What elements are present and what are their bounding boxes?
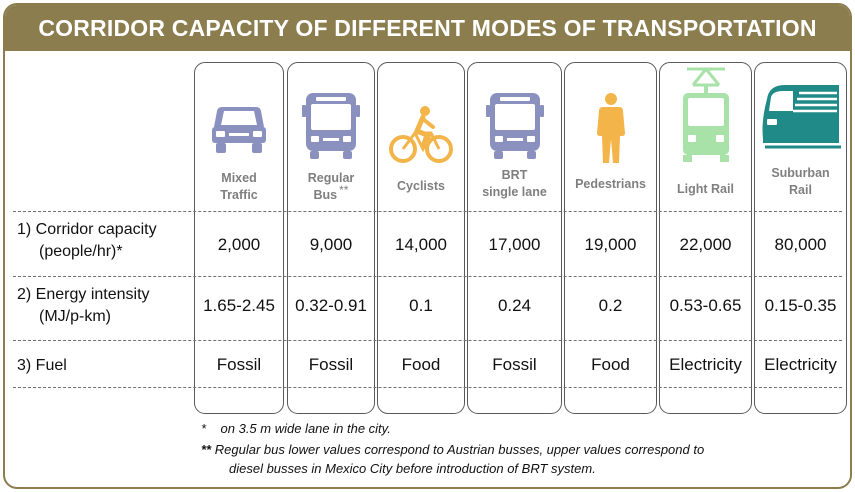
pedestrian-icon — [565, 63, 656, 163]
mode-label-line2: Traffic — [220, 188, 258, 202]
cell-fuel-light-rail: Electricity — [669, 355, 742, 374]
footnote-2: ** Regular bus lower values correspond t… — [201, 442, 705, 457]
bus-icon — [288, 63, 374, 163]
cell-capacity-mixed-traffic: 2,000 — [217, 235, 261, 254]
mode-label-line2: single lane — [482, 185, 547, 199]
mode-column-cyclists: Cyclists — [377, 62, 465, 414]
cell-fuel-mixed-traffic: Fossil — [216, 355, 262, 374]
tram-icon — [660, 63, 751, 163]
mode-label-line1: Cyclists — [397, 179, 445, 193]
mode-column-mixed-traffic: Mixed Traffic — [194, 62, 284, 414]
cell-fuel-suburban-rail: Electricity — [764, 355, 837, 374]
row-divider — [13, 276, 842, 277]
cell-energy-mixed-traffic: 1.65-2.45 — [203, 296, 275, 315]
mode-column-brt: BRT single lane — [467, 62, 562, 414]
cell-capacity-suburban-rail: 80,000 — [774, 235, 827, 254]
mode-column-suburban-rail: Suburban Rail — [754, 62, 847, 414]
mode-label-line2: Rail — [789, 183, 812, 197]
train-icon — [755, 63, 846, 163]
mode-label-line1: BRT — [501, 168, 528, 182]
cell-fuel-regular-bus: Fossil — [308, 355, 354, 374]
cell-capacity-light-rail: 22,000 — [679, 235, 732, 254]
bus-icon — [468, 63, 561, 163]
mode-column-pedestrians: Pedestrians — [564, 62, 657, 414]
cell-energy-cyclists: 0.1 — [409, 296, 433, 315]
cell-energy-light-rail: 0.53-0.65 — [669, 296, 742, 315]
mode-label-line1: Regular — [307, 171, 355, 185]
mode-label-line1: Light Rail — [677, 182, 734, 196]
footnote-marker: ** — [339, 183, 349, 197]
cell-energy-suburban-rail: 0.15-0.35 — [764, 296, 837, 315]
mode-label-line2: Bus — [313, 188, 338, 202]
mode-column-light-rail: Light Rail — [659, 62, 752, 414]
row-label-fuel: 3) Fuel — [17, 357, 67, 374]
cell-capacity-brt: 17,000 — [488, 235, 541, 254]
page-title: CORRIDOR CAPACITY OF DIFFERENT MODES OF … — [5, 5, 850, 51]
footnote-2-continued: diesel busses in Mexico City before intr… — [229, 461, 596, 476]
mode-label-line1: Suburban — [771, 166, 830, 180]
mode-label-line1: Pedestrians — [575, 177, 646, 191]
row-label-energy-intensity: 2) Energy intensity (MJ/p-km) — [17, 286, 150, 325]
cell-energy-regular-bus: 0.32-0.91 — [295, 296, 367, 315]
cell-energy-pedestrians: 0.2 — [598, 296, 623, 315]
row-divider — [13, 340, 842, 341]
row-divider — [13, 387, 842, 388]
bicycle-icon — [378, 63, 464, 163]
mode-label-line1: Mixed — [221, 171, 257, 185]
car-icon — [195, 63, 283, 163]
row-label-corridor-capacity: 1) Corridor capacity (people/hr)* — [17, 221, 157, 260]
cell-energy-brt: 0.24 — [497, 296, 532, 315]
cell-capacity-cyclists: 14,000 — [395, 235, 447, 254]
footnote-1: * on 3.5 m wide lane in the city. — [201, 421, 391, 436]
row-divider — [13, 211, 842, 212]
cell-fuel-pedestrians: Food — [591, 355, 630, 374]
cell-fuel-cyclists: Food — [401, 355, 441, 374]
cell-capacity-pedestrians: 19,000 — [584, 235, 637, 254]
infographic-frame: CORRIDOR CAPACITY OF DIFFERENT MODES OF … — [3, 3, 852, 489]
cell-capacity-regular-bus: 9,000 — [309, 235, 353, 254]
mode-column-regular-bus: Regular Bus ** — [287, 62, 375, 414]
cell-fuel-brt: Fossil — [492, 355, 537, 374]
